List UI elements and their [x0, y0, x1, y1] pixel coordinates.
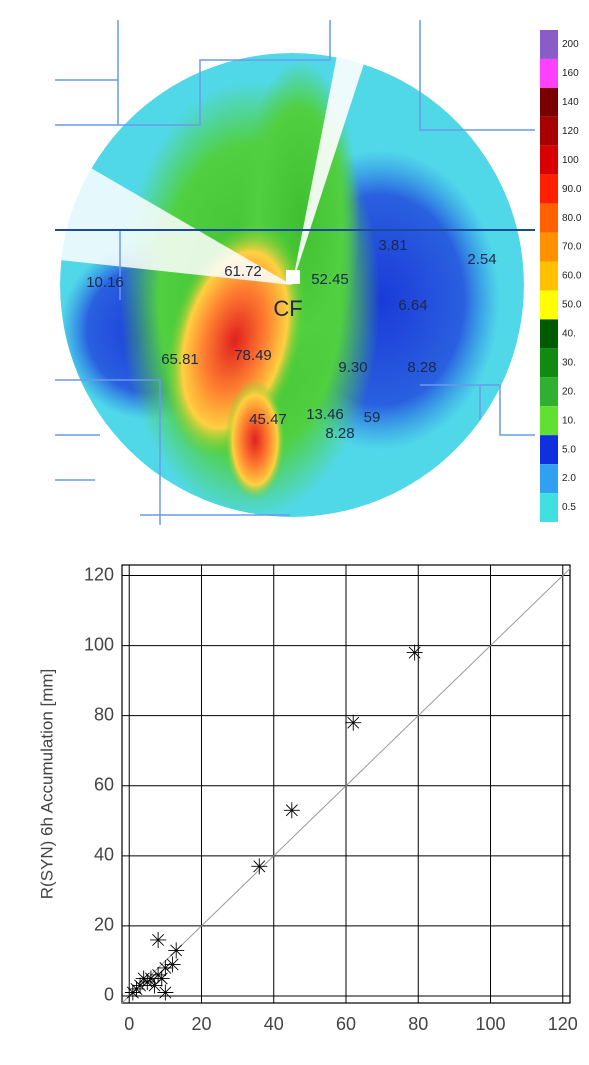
colorbar-swatch	[540, 406, 558, 435]
gauge-value: 61.72	[224, 263, 262, 280]
x-tick-label: 60	[336, 1014, 356, 1034]
y-tick-label: 0	[104, 985, 114, 1005]
colorbar-swatch	[540, 262, 558, 291]
y-tick-label: 40	[94, 845, 114, 865]
colorbar-label: 70.0	[562, 242, 582, 253]
colorbar-label: 5.0	[562, 444, 576, 455]
gauge-value: 2.54	[467, 251, 496, 268]
colorbar-swatch	[540, 493, 558, 522]
colorbar-label: 40.	[562, 329, 576, 340]
colorbar-swatch	[540, 146, 558, 175]
data-point	[125, 984, 141, 1000]
colorbar-swatch	[540, 88, 558, 117]
colorbar-swatch	[540, 464, 558, 493]
data-point	[168, 942, 184, 958]
station-marker	[286, 270, 300, 284]
y-tick-label: 80	[94, 704, 114, 724]
radar-map: CF 10.16 61.72 52.45 3.81 2.54 6.64 65.81 78.49…	[0, 0, 589, 530]
gauge-value: 59	[364, 409, 381, 426]
colorbar-label: 120	[562, 126, 579, 137]
colorbar: 200 160 140 120 100 90.0 80.0 70.0 60.0 50.0 40. 30…	[540, 30, 582, 522]
gauge-value: 6.64	[398, 297, 427, 314]
colorbar-label: 100	[562, 155, 579, 166]
data-point	[345, 715, 361, 731]
colorbar-swatch	[540, 175, 558, 204]
data-point	[150, 932, 166, 948]
colorbar-swatch	[540, 377, 558, 406]
page: { "radar_map": { "station": "CF", "gauge…	[0, 0, 589, 1065]
y-tick-label: 120	[84, 564, 114, 584]
colorbar-swatch	[540, 319, 558, 348]
colorbar-swatch	[540, 117, 558, 146]
y-tick-label: 100	[84, 634, 114, 654]
colorbar-swatch	[540, 204, 558, 233]
colorbar-label: 20.	[562, 386, 576, 397]
colorbar-label: 90.0	[562, 184, 582, 195]
x-tick-label: 0	[124, 1014, 134, 1034]
x-tick-label: 20	[191, 1014, 211, 1034]
gauge-value: 3.81	[378, 237, 407, 254]
gauge-value: 45.47	[249, 411, 287, 428]
x-tick-label: 120	[548, 1014, 578, 1034]
colorbar-swatch	[540, 435, 558, 464]
x-tick-label: 40	[264, 1014, 284, 1034]
scatter-chart: 0 20 40 60 80 100 120 0 20 40 60 80 100 120 R(SYN) 6h …	[0, 530, 589, 1065]
y-axis-label: R(SYN) 6h Accumulation [mm]	[37, 669, 56, 900]
x-tick-label: 100	[475, 1014, 505, 1034]
gauge-value: 10.16	[86, 274, 124, 291]
colorbar-swatch	[540, 30, 558, 59]
colorbar-swatch	[540, 233, 558, 262]
data-point	[284, 802, 300, 818]
gauge-value: 78.49	[234, 347, 272, 364]
y-tick-label: 60	[94, 775, 114, 795]
data-point	[407, 645, 423, 661]
colorbar-label: 50.0	[562, 300, 582, 311]
x-tick-label: 80	[408, 1014, 428, 1034]
colorbar-label: 60.0	[562, 271, 582, 282]
colorbar-label: 160	[562, 68, 579, 79]
gauge-value: 8.28	[407, 359, 436, 376]
colorbar-label: 30.	[562, 357, 576, 368]
colorbar-swatch	[540, 59, 558, 88]
colorbar-label: 140	[562, 97, 579, 108]
colorbar-label: 2.0	[562, 473, 576, 484]
gauge-value: 9.30	[338, 359, 367, 376]
colorbar-label: 0.5	[562, 502, 576, 513]
colorbar-label: 10.	[562, 415, 576, 426]
station-label: CF	[273, 296, 302, 321]
colorbar-swatch	[540, 348, 558, 377]
data-point	[147, 977, 163, 993]
gauge-value: 52.45	[311, 271, 349, 288]
data-point	[251, 858, 267, 874]
gauge-value: 13.46	[306, 406, 344, 423]
y-tick-label: 20	[94, 915, 114, 935]
colorbar-label: 80.0	[562, 213, 582, 224]
gauge-value: 8.28	[325, 425, 354, 442]
colorbar-label: 200	[562, 39, 579, 50]
data-point	[157, 984, 173, 1000]
colorbar-swatch	[540, 290, 558, 319]
gauge-value: 65.81	[161, 351, 199, 368]
